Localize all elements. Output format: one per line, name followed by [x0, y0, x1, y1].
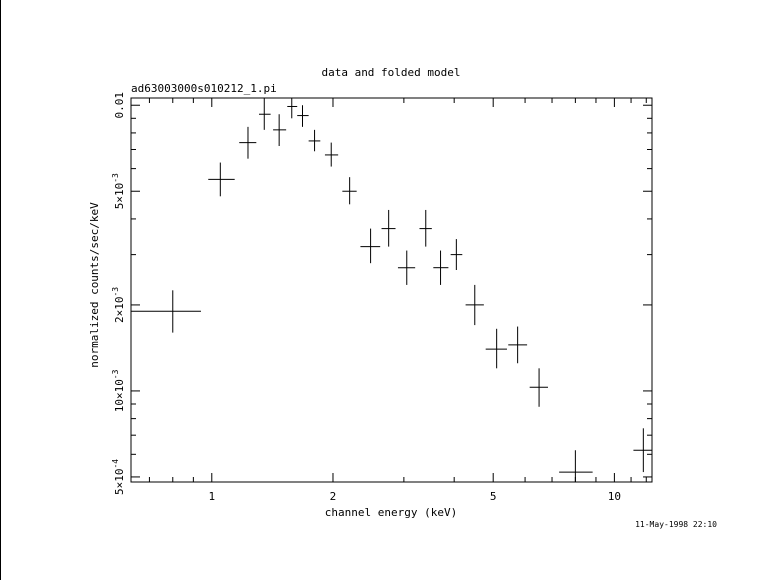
- data-point: [258, 98, 271, 130]
- chart-title: data and folded model: [321, 66, 460, 79]
- tick-mantissa: 2: [113, 316, 126, 323]
- axis-ticks: [131, 98, 652, 482]
- plot-frame: [130, 97, 653, 483]
- y-tick-label-text: 2×10-3: [111, 287, 126, 323]
- x-tick-label: 2: [330, 490, 337, 503]
- data-point: [239, 126, 257, 159]
- data-point: [131, 290, 201, 333]
- y-tick-label: 10×10-3: [111, 369, 126, 412]
- y-tick-label-text: 10×10-3: [111, 369, 126, 412]
- data-point: [273, 114, 287, 146]
- x-tick-label: 1: [208, 490, 215, 503]
- tick-times: ×: [113, 196, 126, 203]
- tick-exponent: -3: [111, 173, 120, 183]
- data-point: [450, 239, 463, 271]
- data-point: [208, 162, 235, 197]
- y-tick-label-text: 0.01: [113, 92, 126, 119]
- data-point: [308, 129, 321, 152]
- y-tick-label: 0.01: [113, 92, 126, 119]
- chart-subtitle: ad63003000s010212_1.pi: [131, 82, 277, 95]
- y-tick-label-text: 5×10-3: [111, 173, 126, 209]
- data-point: [559, 450, 593, 482]
- tick-mantissa: 5: [113, 488, 126, 495]
- data-points: [131, 98, 652, 483]
- data-point: [324, 142, 339, 167]
- tick-times: ×: [113, 310, 126, 317]
- data-point: [433, 250, 449, 285]
- tick-base: 10: [113, 183, 126, 196]
- tick-base: 10: [113, 379, 126, 392]
- tick-mantissa: 10: [113, 399, 126, 412]
- timestamp: 11-May-1998 22:10: [635, 520, 717, 529]
- data-point: [360, 228, 381, 264]
- data-point: [297, 105, 309, 127]
- data-point: [342, 177, 357, 205]
- tick-exponent: -4: [111, 459, 120, 469]
- data-point: [287, 98, 298, 119]
- data-point: [485, 328, 507, 369]
- data-point: [381, 209, 396, 247]
- tick-times: ×: [113, 482, 126, 489]
- data-point: [397, 250, 416, 285]
- data-point: [508, 326, 528, 364]
- tick-mantissa: 5: [113, 203, 126, 210]
- y-axis-label: normalized counts/sec/keV: [88, 202, 101, 368]
- y-tick-label: 2×10-3: [111, 287, 126, 323]
- tick-times: ×: [113, 392, 126, 399]
- window-left-edge: [0, 0, 1, 580]
- tick-base: 10: [113, 296, 126, 309]
- x-tick-label: 5: [490, 490, 497, 503]
- data-point: [419, 209, 432, 247]
- y-tick-label-text: 5×10-4: [111, 459, 126, 495]
- axis-tick-labels: 1 2 5 100.015×10-32×10-310×10-35×10-4: [111, 92, 621, 503]
- y-tick-label: 5×10-4: [111, 459, 126, 495]
- data-point: [633, 428, 652, 473]
- y-tick-label: 5×10-3: [111, 173, 126, 209]
- tick-base: 10: [113, 469, 126, 482]
- data-point: [465, 284, 484, 326]
- tick-exponent: -3: [111, 369, 120, 379]
- tick-exponent: -3: [111, 287, 120, 297]
- x-tick-label: 10: [608, 490, 621, 503]
- x-axis-label: channel energy (keV): [325, 506, 457, 519]
- data-point: [529, 368, 548, 407]
